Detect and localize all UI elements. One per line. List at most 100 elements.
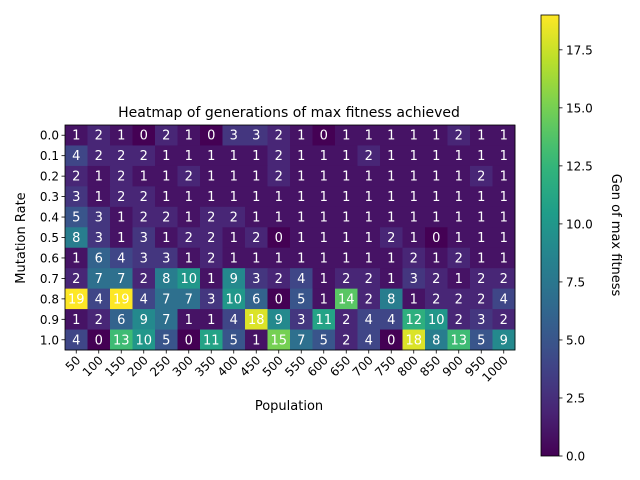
heatmap-cell: [425, 329, 448, 351]
heatmap-cell: [447, 329, 471, 351]
heatmap-cell: [65, 186, 88, 208]
cell-value-label: 0: [275, 292, 283, 307]
y-tick-label: 0.9: [40, 313, 59, 327]
heatmap-cell: [492, 227, 516, 249]
heatmap-cell: [492, 125, 516, 146]
heatmap-cell: [402, 125, 426, 146]
cell-value-label: 3: [140, 251, 148, 266]
heatmap-cell: [290, 186, 313, 208]
cell-value-label: 1: [455, 170, 463, 185]
x-tick-label: 800: [395, 353, 421, 379]
cell-value-label: 2: [342, 272, 350, 287]
cell-value-label: 2: [275, 272, 283, 287]
cell-value-label: 2: [477, 292, 485, 307]
heatmap-cell: [290, 125, 313, 146]
heatmap-cell: [222, 309, 246, 330]
heatmap-cell: [87, 206, 111, 228]
cell-value-label: 2: [230, 211, 238, 226]
heatmap-cell: [335, 247, 358, 269]
heatmap-cell: [267, 165, 291, 187]
colorbar-label: Gen of max fitness: [608, 174, 623, 297]
cell-value-label: 1: [320, 190, 328, 205]
cell-value-label: 1: [500, 211, 508, 226]
heatmap-cell: [447, 206, 471, 228]
heatmap-cell: [290, 227, 313, 249]
cell-value-label: 1: [432, 190, 440, 205]
heatmap-cell: [290, 309, 313, 330]
cell-value-label: 2: [207, 231, 215, 246]
heatmap-cell: [110, 247, 133, 269]
cell-value-label: 1: [342, 231, 350, 246]
cell-value-label: 1: [365, 129, 373, 144]
chart-title: Heatmap of generations of max fitness ac…: [118, 105, 460, 121]
y-tick-label: 1.0: [40, 333, 59, 347]
cell-value-label: 1: [387, 129, 395, 144]
cell-value-label: 2: [455, 251, 463, 266]
cell-value-label: 1: [365, 251, 373, 266]
cell-value-label: 1: [185, 190, 193, 205]
cell-value-label: 4: [365, 333, 373, 348]
heatmap-cell: [132, 125, 156, 146]
heatmap-cell: [245, 145, 268, 167]
cell-value-label: 1: [455, 231, 463, 246]
cell-value-label: 2: [365, 292, 373, 307]
colorbar-tick-label: 17.5: [566, 43, 593, 57]
colorbar-tick-label: 7.5: [566, 275, 585, 289]
cell-value-label: 1: [185, 129, 193, 144]
heatmap-cell: [470, 288, 493, 310]
colorbar-ticks: 0.0 2.5 5.0 7.5 10.0 12.5 15.0 17.5: [559, 43, 593, 464]
cell-value-label: 1: [230, 170, 238, 185]
cell-value-label: 1: [455, 272, 463, 287]
heatmap-cell: [200, 329, 223, 351]
cell-value-label: 2: [207, 211, 215, 226]
heatmap-cell: [357, 165, 381, 187]
y-tick-label: 0.0: [40, 129, 59, 143]
heatmap-cell: [200, 206, 223, 228]
heatmap-cell: [177, 247, 201, 269]
heatmap-cell: [357, 268, 381, 290]
cell-value-label: 1: [387, 170, 395, 185]
cell-value-label: 10: [428, 313, 445, 328]
cell-value-label: 0: [95, 333, 103, 348]
cell-value-label: 1: [387, 211, 395, 226]
cell-value-label: 0: [185, 333, 193, 348]
cell-value-label: 1: [252, 333, 260, 348]
heatmap-cell: [312, 247, 336, 269]
cell-value-label: 7: [185, 292, 193, 307]
heatmap-cell: [312, 165, 336, 187]
heatmap-cell: [402, 227, 426, 249]
heatmap-cell: [245, 309, 268, 330]
cell-value-label: 8: [72, 231, 80, 246]
heatmap-cell: [425, 125, 448, 146]
heatmap-cell: [200, 145, 223, 167]
heatmap-cell: [447, 268, 471, 290]
heatmap-cell: [200, 125, 223, 146]
cell-value-label: 2: [140, 211, 148, 226]
heatmap-cell: [200, 309, 223, 330]
cell-value-label: 14: [338, 292, 355, 307]
heatmap-cell: [267, 145, 291, 167]
cell-value-label: 3: [477, 313, 485, 328]
cell-value-label: 1: [455, 190, 463, 205]
heatmap-cell: [245, 165, 268, 187]
heatmap-cell: [312, 227, 336, 249]
heatmap-cell: [492, 145, 516, 167]
cell-value-label: 1: [320, 149, 328, 164]
cell-value-label: 4: [95, 292, 103, 307]
cell-value-label: 1: [410, 292, 418, 307]
heatmap-cell: [290, 268, 313, 290]
heatmap-cell: [87, 227, 111, 249]
x-tick-label: 400: [215, 353, 241, 379]
heatmap-cell: [290, 329, 313, 351]
cell-value-label: 19: [113, 292, 130, 307]
heatmap-cell: [425, 165, 448, 187]
heatmap-cell: [65, 227, 88, 249]
x-tick-label: 100: [80, 353, 106, 379]
cell-value-label: 2: [500, 272, 508, 287]
cell-value-label: 3: [207, 292, 215, 307]
cell-value-label: 2: [275, 149, 283, 164]
cell-value-label: 1: [297, 190, 305, 205]
heatmap-cell: [132, 165, 156, 187]
cell-value-label: 1: [477, 149, 485, 164]
cell-value-label: 1: [117, 129, 125, 144]
